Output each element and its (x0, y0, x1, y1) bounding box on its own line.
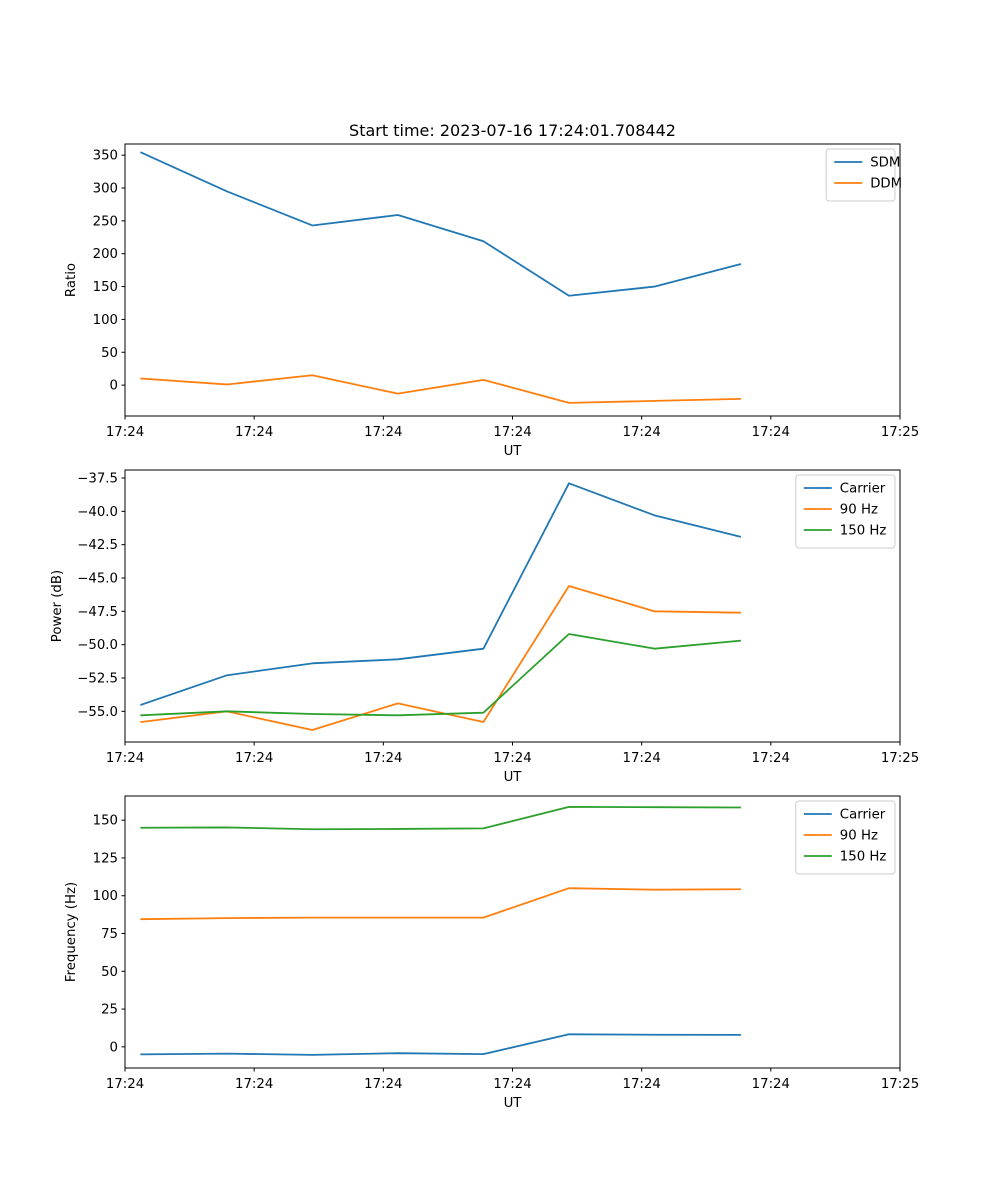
y-tick-label: 300 (93, 182, 118, 197)
y-tick-label: −52.5 (77, 672, 118, 687)
chart-1: Start time: 2023-07-16 17:24:01.708442 0 5… (64, 121, 919, 459)
y-tick-label: −40.0 (77, 505, 118, 520)
x-axis-label: UT (504, 770, 523, 785)
x-tick-label: 17:24 (752, 751, 790, 766)
x-tick-label: 17:24 (493, 425, 531, 440)
y-axis-label: Frequency (Hz) (64, 882, 79, 982)
x-tick-label: 17:24 (364, 425, 402, 440)
legend: SDM DDM (825, 148, 902, 202)
x-tick-label: 17:24 (623, 1077, 661, 1092)
x-axis-label: UT (504, 444, 523, 459)
y-tick-label: 0 (110, 1040, 118, 1055)
y-tick-label: −37.5 (77, 472, 118, 487)
plot-frame (124, 469, 901, 743)
x-tick-label: 17:24 (752, 425, 790, 440)
legend-label: Carrier (840, 808, 886, 823)
y-axis-label: Power (dB) (50, 570, 65, 642)
legend-label: DDM (870, 177, 902, 192)
x-tick-label: 17:25 (881, 1077, 919, 1092)
legend-label: 150 Hz (840, 524, 887, 539)
x-tick-label: 17:24 (752, 1077, 790, 1092)
y-tick-label: 150 (93, 814, 118, 829)
legend-label: SDM (870, 156, 900, 171)
y-tick-label: −55.0 (77, 705, 118, 720)
series-line-150-hz (140, 805, 741, 831)
x-tick-label: 17:24 (106, 425, 144, 440)
chart-2: −55.0 −52.5 −50.0 −47.5 −45.0 −42.5 −40.0 −37.5… (50, 469, 919, 785)
x-tick-label: 17:24 (235, 425, 273, 440)
legend: Carrier 90 Hz 150 Hz (795, 474, 896, 549)
y-tick-label: −50.0 (77, 638, 118, 653)
series-line-carrier (140, 482, 742, 706)
plot-frame (124, 795, 901, 1069)
x-tick-label: 17:24 (623, 425, 661, 440)
x-tick-label: 17:24 (235, 751, 273, 766)
x-tick-label: 17:24 (364, 751, 402, 766)
y-tick-label: 25 (101, 1003, 118, 1018)
legend-label: Carrier (840, 482, 886, 497)
series-line-150-hz (140, 633, 742, 717)
y-tick-label: 125 (93, 851, 118, 866)
chart-title: Start time: 2023-07-16 17:24:01.708442 (349, 121, 676, 140)
x-tick-label: 17:24 (493, 1077, 531, 1092)
plot-frame (124, 143, 901, 417)
y-tick-label: 50 (101, 346, 118, 361)
legend: Carrier 90 Hz 150 Hz (795, 800, 896, 875)
series-line-ddm (140, 374, 741, 404)
series-line-sdm (140, 151, 742, 297)
y-tick-label: 75 (101, 927, 118, 942)
x-tick-label: 17:24 (235, 1077, 273, 1092)
y-tick-label: 150 (93, 280, 118, 295)
y-tick-label: 100 (93, 313, 118, 328)
series-line-90-hz (140, 585, 741, 731)
legend-label: 90 Hz (840, 829, 878, 844)
legend-label: 90 Hz (840, 503, 878, 518)
x-tick-label: 17:25 (881, 751, 919, 766)
series-line-90-hz (140, 887, 741, 921)
y-tick-label: 350 (93, 149, 118, 164)
y-tick-label: −47.5 (77, 605, 118, 620)
x-axis-label: UT (504, 1096, 523, 1111)
series-line-carrier (140, 1033, 741, 1056)
y-tick-label: 200 (93, 247, 118, 262)
x-tick-label: 17:24 (364, 1077, 402, 1092)
legend-label: 150 Hz (840, 850, 887, 865)
y-tick-label: −42.5 (77, 538, 118, 553)
x-tick-label: 17:24 (623, 751, 661, 766)
x-tick-label: 17:24 (106, 1077, 144, 1092)
y-tick-label: 0 (110, 379, 118, 394)
x-tick-label: 17:24 (493, 751, 531, 766)
y-tick-label: 50 (101, 965, 118, 980)
y-axis-label: Ratio (64, 263, 79, 297)
y-tick-label: 250 (93, 214, 118, 229)
chart-3: 0 25 50 75 100 125 150 17:24 17:24 17:24 17:24 17:2… (64, 795, 919, 1111)
y-tick-label: 100 (93, 889, 118, 904)
x-tick-label: 17:24 (106, 751, 144, 766)
x-tick-label: 17:25 (881, 425, 919, 440)
y-tick-label: −45.0 (77, 572, 118, 587)
